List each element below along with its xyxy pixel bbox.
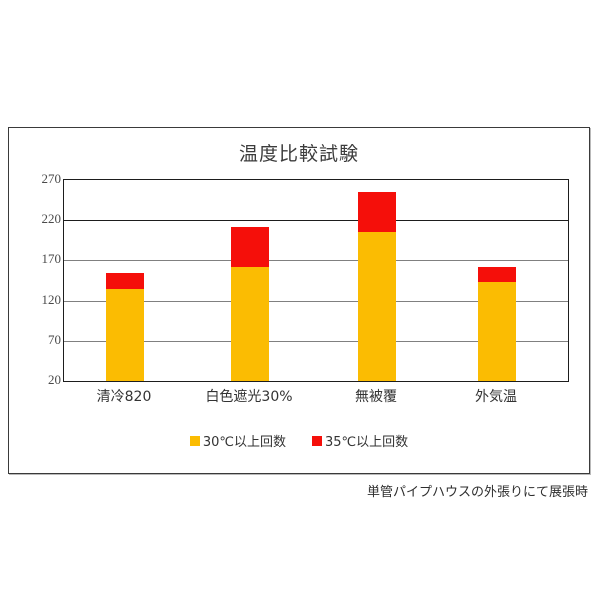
y-axis-tick-label: 120 xyxy=(41,291,62,307)
bar-segment-lower[interactable] xyxy=(106,289,144,381)
x-axis-tick-label: 清冷820 xyxy=(96,389,152,405)
x-axis-tick-label: 白色遮光30% xyxy=(205,389,293,405)
y-axis-tick-label: 70 xyxy=(48,331,61,347)
y-axis: 20 70 120 170 220 270 xyxy=(9,171,62,387)
gridline xyxy=(64,220,568,222)
chart-title: 温度比較試験 xyxy=(238,143,359,165)
bar-3[interactable] xyxy=(358,192,396,381)
chart-frame: 温度比較試験 20 70 120 170 220 270 清冷820 白色遮光30% 無被覆 外… xyxy=(8,127,590,474)
bar-segment-lower[interactable] xyxy=(478,282,516,381)
y-axis-tick-label: 20 xyxy=(48,372,61,387)
chart-annotation: 単管パイプハウスの外張りにて展張時 xyxy=(366,485,588,500)
y-axis-tick-label: 170 xyxy=(41,251,62,267)
legend-label: 35℃以上回数 xyxy=(325,435,409,450)
bar-4[interactable] xyxy=(478,266,516,381)
bar-2[interactable] xyxy=(231,227,269,381)
chart-legend: 30℃以上回数 35℃以上回数 xyxy=(9,431,589,450)
legend-swatch-icon xyxy=(189,435,200,446)
bar-segment-upper[interactable] xyxy=(358,192,396,233)
legend-swatch-icon xyxy=(312,435,322,446)
bar-1[interactable] xyxy=(106,273,144,381)
gridline xyxy=(64,300,568,302)
legend-label: 30℃以上回数 xyxy=(202,435,286,450)
x-axis: 清冷820 白色遮光30% 無被覆 外気温 xyxy=(63,386,569,412)
bar-segment-upper[interactable] xyxy=(478,266,516,283)
y-axis-tick-label: 270 xyxy=(41,171,62,186)
x-axis-tick-label: 無被覆 xyxy=(355,389,397,405)
bar-segment-lower[interactable] xyxy=(231,266,269,381)
legend-item-2[interactable]: 35℃以上回数 xyxy=(312,431,408,450)
bar-segment-lower[interactable] xyxy=(358,232,396,381)
x-axis-tick-label: 外気温 xyxy=(475,389,517,405)
y-axis-tick-label: 220 xyxy=(41,211,62,227)
bar-segment-upper[interactable] xyxy=(106,273,144,290)
plot-area xyxy=(63,179,569,382)
gridline xyxy=(64,340,568,342)
gridline xyxy=(64,260,568,262)
bar-segment-upper[interactable] xyxy=(231,227,269,267)
legend-item-1[interactable]: 30℃以上回数 xyxy=(189,431,286,450)
